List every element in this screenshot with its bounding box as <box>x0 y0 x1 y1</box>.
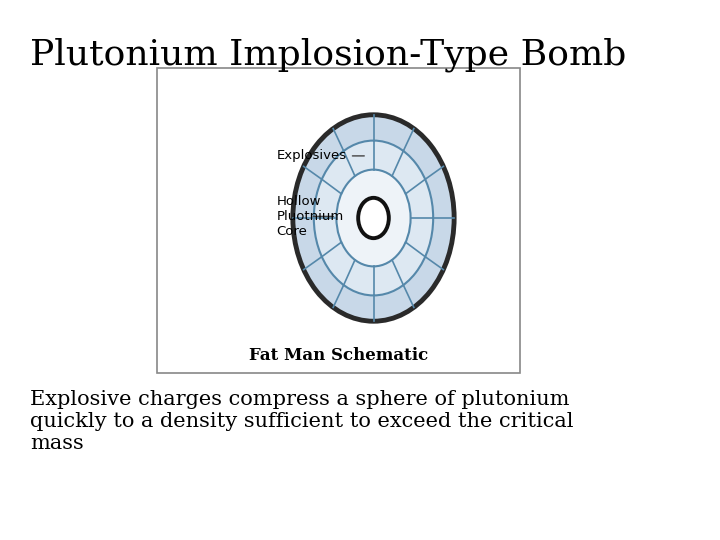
Text: Explosive charges compress a sphere of plutonium
quickly to a density sufficient: Explosive charges compress a sphere of p… <box>30 390 574 453</box>
Bar <box>157 68 520 373</box>
Text: Explosives: Explosives <box>276 150 364 163</box>
Ellipse shape <box>358 198 389 238</box>
Text: Hollow
Pluotnium
Core: Hollow Pluotnium Core <box>276 195 344 238</box>
Ellipse shape <box>336 170 410 266</box>
Ellipse shape <box>293 115 454 321</box>
Text: Fat Man Schematic: Fat Man Schematic <box>249 347 428 363</box>
Text: Plutonium Implosion-Type Bomb: Plutonium Implosion-Type Bomb <box>30 38 626 72</box>
Ellipse shape <box>314 140 433 295</box>
